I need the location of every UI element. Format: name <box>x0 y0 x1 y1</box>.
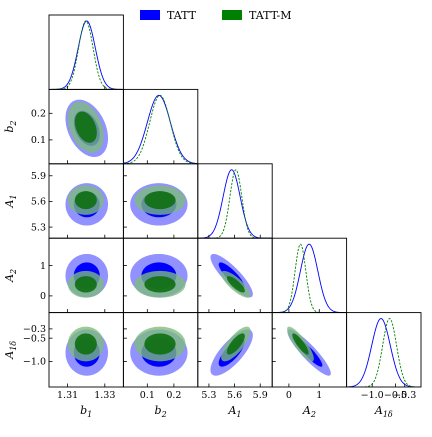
x-tick-label-A1: 5.6 <box>227 390 242 401</box>
panel-b2-b2 <box>123 94 198 164</box>
marginal-curve-TATT-M-b2 <box>123 94 198 164</box>
x-tick-label-b2: 0.2 <box>166 390 181 401</box>
legend-label-TATT-M: TATT-M <box>249 9 292 22</box>
contour-68-TATT-M-A1-A2 <box>226 276 245 293</box>
panel-b1-b2 <box>65 99 109 157</box>
panel-A1-A2 <box>210 253 253 298</box>
y-axis-label-A1: A1 <box>3 194 18 208</box>
legend: TATT TATT-M <box>140 9 292 22</box>
x-axis-label-A2: A2 <box>302 404 316 419</box>
y-tick-label-A2: 0 <box>40 291 46 302</box>
y-tick-label-b2: 0.2 <box>31 109 46 120</box>
panel-A2-A2 <box>272 243 347 313</box>
x-axis-label-subscript-A1delta: 1δ <box>383 410 393 419</box>
contour-68-TATT-M-b1-A1delta <box>74 333 97 355</box>
y-axis-label-b2: b2 <box>3 121 18 133</box>
panel-b1-A1 <box>65 183 109 226</box>
panel-A1-A1delta <box>210 326 253 376</box>
x-axis-label-A1: A1 <box>227 404 241 419</box>
x-axis-label-subscript-b2: 2 <box>161 410 167 419</box>
y-tick-label-A1delta: −1.0 <box>23 357 46 368</box>
x-tick-label-A1: 5.3 <box>201 390 216 401</box>
y-tick-label-A1: 5.3 <box>31 222 46 233</box>
legend-swatch-TATT <box>140 10 160 20</box>
contour-68-TATT-M-b2-A1 <box>144 191 176 210</box>
x-tick-label-A1delta: −0.5 <box>384 390 407 401</box>
panel-frame-A1delta-A1delta <box>346 312 422 388</box>
contour-68-TATT-M-b2-A1delta <box>144 333 176 355</box>
panel-frame-b2-b2 <box>122 88 199 165</box>
panel-b2-A2 <box>130 253 188 298</box>
y-tick-label-A2: 1 <box>40 261 46 272</box>
x-tick-label-b1: 1.31 <box>57 390 78 401</box>
x-axis-label-b1: b1 <box>80 404 92 419</box>
y-axis-label-A1delta: A1δ <box>3 341 18 360</box>
x-tick-label-b2: 0.1 <box>140 390 155 401</box>
y-tick-label-A1: 5.9 <box>31 171 46 182</box>
marginal-curve-TATT-b2 <box>123 94 198 164</box>
y-axis-label-subscript-b2: 2 <box>9 121 18 127</box>
marginal-curve-TATT-M-A1delta <box>346 318 421 388</box>
contour-68-TATT-M-b1-A2 <box>74 276 97 293</box>
marginal-curve-TATT-M-A1 <box>197 169 273 239</box>
panel-A1delta-A1delta <box>346 318 421 388</box>
contour-68-TATT-M-b1-A1 <box>74 191 97 210</box>
panel-b2-A1delta <box>130 326 188 376</box>
y-tick-label-A1delta: −0.5 <box>23 333 46 344</box>
panel-A2-A1delta <box>287 326 331 376</box>
panel-b1-A2 <box>65 253 109 298</box>
x-tick-label-b1: 1.33 <box>94 390 115 401</box>
marginal-curve-TATT-A1delta <box>346 318 421 388</box>
x-tick-label-A1: 5.9 <box>253 390 268 401</box>
x-tick-label-A2: 0 <box>286 390 292 401</box>
y-tick-label-A1delta: −0.3 <box>23 324 46 335</box>
x-axis-label-A1delta: A1δ <box>374 404 393 419</box>
x-axis-label-subscript-b1: 1 <box>87 410 92 419</box>
panel-A1-A1 <box>197 169 273 239</box>
marginal-curve-TATT-A2 <box>272 243 347 313</box>
y-axis-label-subscript-A1: 1 <box>9 194 18 199</box>
panel-b1-A1delta <box>65 326 109 376</box>
legend-label-TATT: TATT <box>167 9 197 22</box>
x-tick-label-A1delta: −0.3 <box>393 390 416 401</box>
y-axis-label-subscript-A1delta: 1δ <box>9 341 18 351</box>
contour-68-TATT-M-b1-b2 <box>74 111 97 143</box>
panel-frame-A2-A2 <box>271 237 348 314</box>
marginal-curve-TATT-M-A2 <box>272 243 347 313</box>
marginal-curve-TATT-b1 <box>49 20 124 90</box>
panel-frame-b1-b1 <box>48 14 124 90</box>
contour-68-TATT-M-b2-A2 <box>144 276 176 293</box>
x-tick-label-A2: 1 <box>316 390 322 401</box>
panel-b1-b1 <box>49 20 124 90</box>
contour-68-TATT-M-A2-A1delta <box>292 333 309 355</box>
marginal-curve-TATT-M-b1 <box>49 20 124 90</box>
y-tick-label-b2: 0.1 <box>31 135 46 146</box>
legend-swatch-TATT-M <box>222 10 242 20</box>
x-axis-label-subscript-A1: 1 <box>236 410 241 419</box>
y-tick-label-A1: 5.6 <box>31 197 46 208</box>
y-axis-label-A2: A2 <box>3 269 18 283</box>
x-axis-label-b2: b2 <box>155 404 167 419</box>
x-axis-label-subscript-A2: 2 <box>310 410 316 419</box>
y-axis-label-subscript-A2: 2 <box>9 269 18 275</box>
x-tick-label-A1delta: −1.0 <box>361 390 384 401</box>
marginal-curve-TATT-A1 <box>197 169 273 239</box>
contour-68-TATT-M-A1-A1delta <box>226 333 245 355</box>
panel-b2-A1 <box>130 183 188 226</box>
